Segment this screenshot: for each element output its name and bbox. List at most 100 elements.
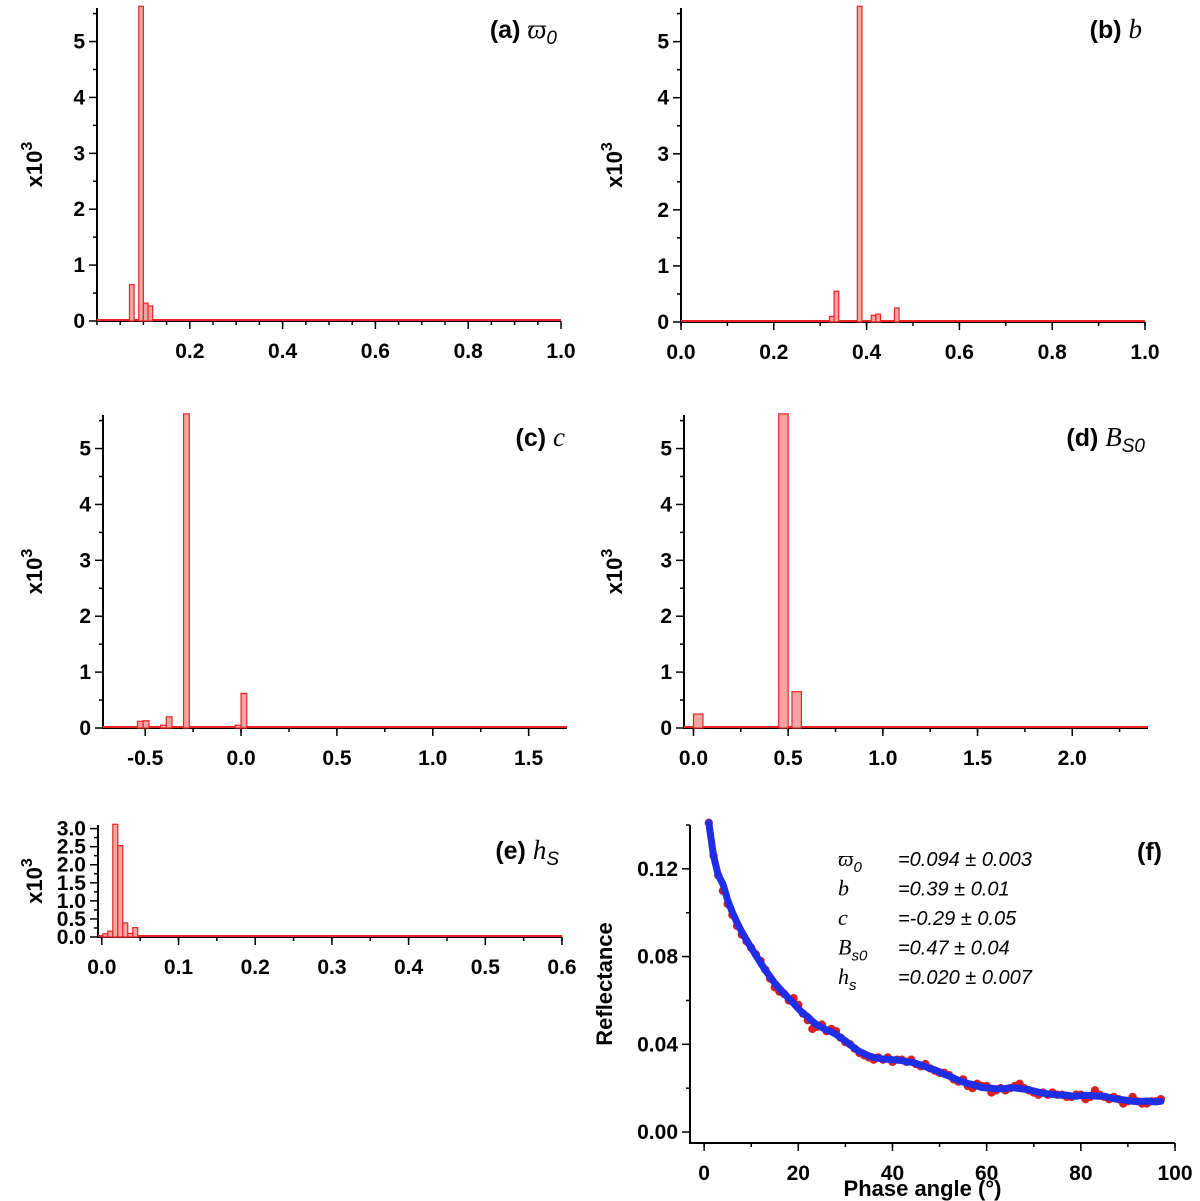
x-tick-label: 0.0	[87, 956, 116, 979]
y-axis-label-exponent: 3	[19, 549, 36, 558]
y-tick-label: 2	[79, 605, 91, 628]
y-tick-label: 5	[73, 31, 85, 54]
y-tick-label: 4	[73, 86, 85, 109]
y-axis-label-exponent: 3	[599, 549, 616, 558]
histogram-bar	[127, 932, 134, 938]
y-tick-label: 4	[79, 493, 91, 516]
panel-f: 0.00 0.04 0.08 0.12 0 20 40 60 80 100 Phase angle …	[592, 818, 1193, 1201]
histogram-bar	[234, 724, 242, 729]
fit-param-symbol-main: B	[838, 935, 851, 960]
panel-symbol: h	[533, 835, 547, 865]
x-tick-label: -0.5	[127, 747, 164, 770]
fit-param-value: =0.020 ± 0.007	[898, 967, 1033, 989]
y-tick-label: 1	[657, 255, 669, 278]
x-tick-label: 2.0	[1058, 747, 1087, 770]
y-tick-label: 1.0	[57, 890, 86, 913]
histogram-bar	[147, 305, 154, 322]
histogram-bar	[833, 290, 840, 323]
x-tick-label: 0.6	[945, 341, 974, 364]
y-tick-label: 1.5	[57, 872, 87, 895]
y-tick-label: 0	[73, 310, 85, 333]
y-axis-label-text: x10	[602, 151, 627, 188]
x-tick-label: 0.4	[268, 340, 298, 363]
y-tick-label: 3.0	[57, 818, 86, 841]
x-tick-label: 0.6	[361, 340, 390, 363]
x-tick-label: 0.3	[317, 956, 346, 979]
y-axis-label-text: x10	[602, 558, 627, 595]
fit-param-value: =0.094 ± 0.003	[898, 849, 1032, 871]
x-tick-label: 0.2	[759, 341, 788, 364]
histogram-bar	[159, 724, 167, 729]
x-tick-label: 1.0	[1130, 341, 1159, 364]
histogram-bar	[182, 413, 190, 729]
fit-curve	[705, 819, 1165, 1106]
fit-param-value: =0.47 ± 0.04	[898, 938, 1010, 960]
panel-label: (a)	[490, 16, 528, 44]
y-tick-label: 0.0	[57, 926, 86, 949]
panel-title: (b) b	[1090, 14, 1142, 44]
y-tick-label: 2.0	[57, 854, 86, 877]
y-axis-label-exponent: 3	[599, 142, 616, 151]
x-tick-label: 0.4	[852, 341, 882, 364]
histogram-bar	[692, 713, 704, 729]
x-axis-label: Phase angle (°)	[844, 1176, 1002, 1201]
panel-label: (b)	[1090, 16, 1129, 44]
panel-subscript: S0	[1122, 436, 1146, 457]
fit-param-symbol: c	[838, 905, 848, 930]
y-tick-label: 0	[660, 717, 672, 740]
fit-param-symbol-main: c	[838, 905, 848, 930]
y-axis-label-exponent: 3	[19, 858, 36, 867]
y-tick-label: 4	[657, 87, 669, 110]
y-tick-label: 2	[657, 199, 669, 222]
x-tick-label: 40	[881, 1162, 904, 1185]
x-tick-label: 60	[975, 1162, 998, 1185]
histogram-bar	[856, 5, 863, 323]
histogram-bar	[138, 5, 144, 322]
y-tick-label: 0.12	[637, 858, 678, 881]
histogram-bar	[142, 302, 149, 322]
y-axis-label-text: x10	[22, 558, 47, 595]
histogram-bar	[791, 691, 803, 729]
y-tick-label: 3	[73, 142, 85, 165]
x-tick-label: 0.8	[454, 340, 484, 363]
fit-param-symbol: ϖ0	[838, 846, 863, 876]
histogram-bar	[136, 720, 144, 729]
histogram-bar	[142, 720, 150, 729]
fit-param-symbol-main: ϖ	[838, 846, 854, 871]
y-tick-label: 2.5	[57, 836, 87, 859]
panel-symbol: B	[1105, 422, 1122, 452]
x-tick-label: 1.0	[418, 747, 447, 770]
panel-label: (e)	[495, 837, 533, 865]
panel-title: (d) BS0	[1066, 422, 1145, 457]
y-tick-label: 0.04	[637, 1033, 678, 1056]
x-tick-label: 0.4	[394, 956, 424, 979]
y-tick-label: 1	[73, 254, 85, 277]
y-tick-label: 5	[79, 438, 91, 461]
fit-param-subscript: 0	[854, 859, 863, 876]
fit-param-subscript: s	[849, 977, 857, 994]
x-tick-label: 0.1	[164, 956, 194, 979]
x-tick-label: 0.0	[666, 341, 695, 364]
histogram-bar	[875, 313, 882, 323]
x-tick-label: 0.5	[774, 747, 804, 770]
x-tick-label: 0.8	[1038, 341, 1068, 364]
x-tick-label: 0.0	[679, 747, 708, 770]
x-tick-label: 0.5	[322, 747, 352, 770]
panel-title: (f)	[1137, 838, 1162, 866]
fit-param-symbol: b	[838, 876, 849, 901]
x-tick-label: 0.6	[547, 956, 576, 979]
histogram-bar	[102, 933, 109, 938]
histogram-bar	[128, 284, 135, 322]
y-tick-label: 0.00	[637, 1121, 678, 1144]
x-tick-label: 0.5	[471, 956, 501, 979]
y-tick-label: 1	[79, 661, 91, 684]
y-tick-label: 1	[660, 661, 672, 684]
panel-symbol: c	[553, 422, 565, 452]
fit-param-symbol: Bs0	[838, 935, 868, 965]
y-tick-label: 3	[657, 143, 669, 166]
panel-symbol: ϖ	[527, 14, 546, 44]
x-tick-label: 1.0	[868, 747, 897, 770]
panel-title: (a) ϖ0	[490, 14, 558, 49]
y-axis-label-text: x10	[22, 867, 47, 904]
x-tick-label: 0.2	[241, 956, 270, 979]
